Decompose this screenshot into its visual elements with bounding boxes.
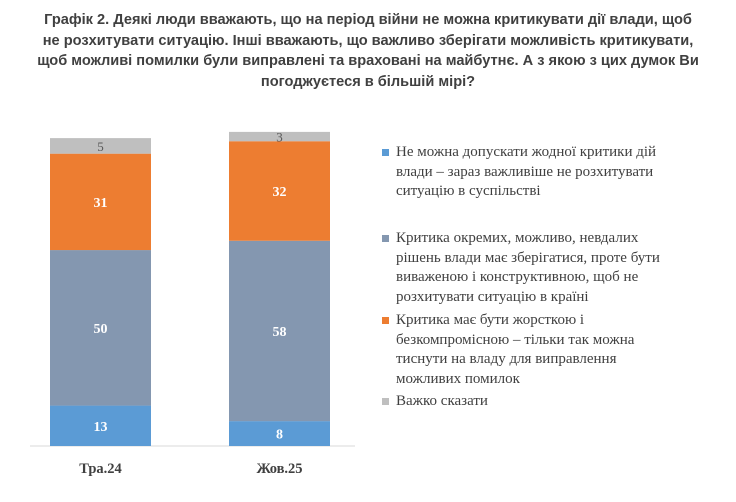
data-label: 58 xyxy=(273,325,287,340)
chart-title-line: погоджуєтеся в більшій мірі? xyxy=(260,73,476,90)
legend-label: Критика окремих, можливо, невдалих рішень… xyxy=(396,229,696,307)
data-label: 5 xyxy=(97,139,104,154)
bar-segment xyxy=(50,138,151,154)
legend-label-line: виваженою і конструктивною, щоб не xyxy=(396,269,639,285)
legend-label-line: рішень влади має зберігатися, проте бути xyxy=(396,249,660,266)
data-label: 8 xyxy=(276,428,283,443)
legend-label-line: Критика має бути жорсткою і xyxy=(396,312,585,328)
legend-label: Важко сказати xyxy=(396,392,696,412)
bar-segment xyxy=(50,250,151,406)
legend-label-line: безкомпромісною – тільки так можна xyxy=(396,331,635,348)
legend-swatch xyxy=(382,149,389,156)
data-label: 31 xyxy=(94,196,108,211)
data-label: 50 xyxy=(94,322,108,337)
bar-segment xyxy=(50,405,151,446)
data-label: 32 xyxy=(273,185,287,200)
legend-label-line: Важко сказати xyxy=(396,393,488,409)
legend-label: Критика має бути жорсткою і безкомпромісн… xyxy=(396,311,696,389)
bar-segment xyxy=(229,421,330,446)
chart-title-line: не розхитувати ситуацію. Інші вважають, … xyxy=(42,32,694,49)
legend-swatch xyxy=(382,398,389,405)
legend-label: Не можна допускати жодної критики дій вла… xyxy=(396,143,696,202)
bar-segment xyxy=(229,240,330,422)
legend-label-line: можливих помилок xyxy=(396,370,520,387)
chart-title: Графік 2. Деякі люди вважають, що на пер… xyxy=(0,10,736,92)
chart-title-line: щоб можливі помилки були виправлені та в… xyxy=(37,53,699,69)
data-label: 13 xyxy=(94,420,108,435)
data-label: 3 xyxy=(276,130,283,145)
legend-swatch xyxy=(382,317,389,324)
bar-segment xyxy=(50,153,151,251)
legend-label-line: ситуацію в суспільстві xyxy=(396,183,541,199)
legend-swatch xyxy=(382,235,389,242)
bar-segment xyxy=(229,141,330,241)
legend-label-line: розхитувати ситуацію в країні xyxy=(396,288,589,305)
bar-segment xyxy=(229,131,330,142)
legend-label-line: Критика окремих, можливо, невдалих xyxy=(396,230,639,246)
chart-title-line: Графік 2. Деякі люди вважають, що на пер… xyxy=(44,12,692,28)
legend-label-line: влади – зараз важливіше не розхитувати xyxy=(396,163,654,180)
legend-label-line: Не можна допускати жодної критики дій xyxy=(396,144,657,160)
legend-label-line: тиснути на владу для виправлення xyxy=(396,351,617,367)
x-tick-label: Тра.24 xyxy=(79,461,122,477)
x-tick-label: Жов.25 xyxy=(256,461,302,477)
